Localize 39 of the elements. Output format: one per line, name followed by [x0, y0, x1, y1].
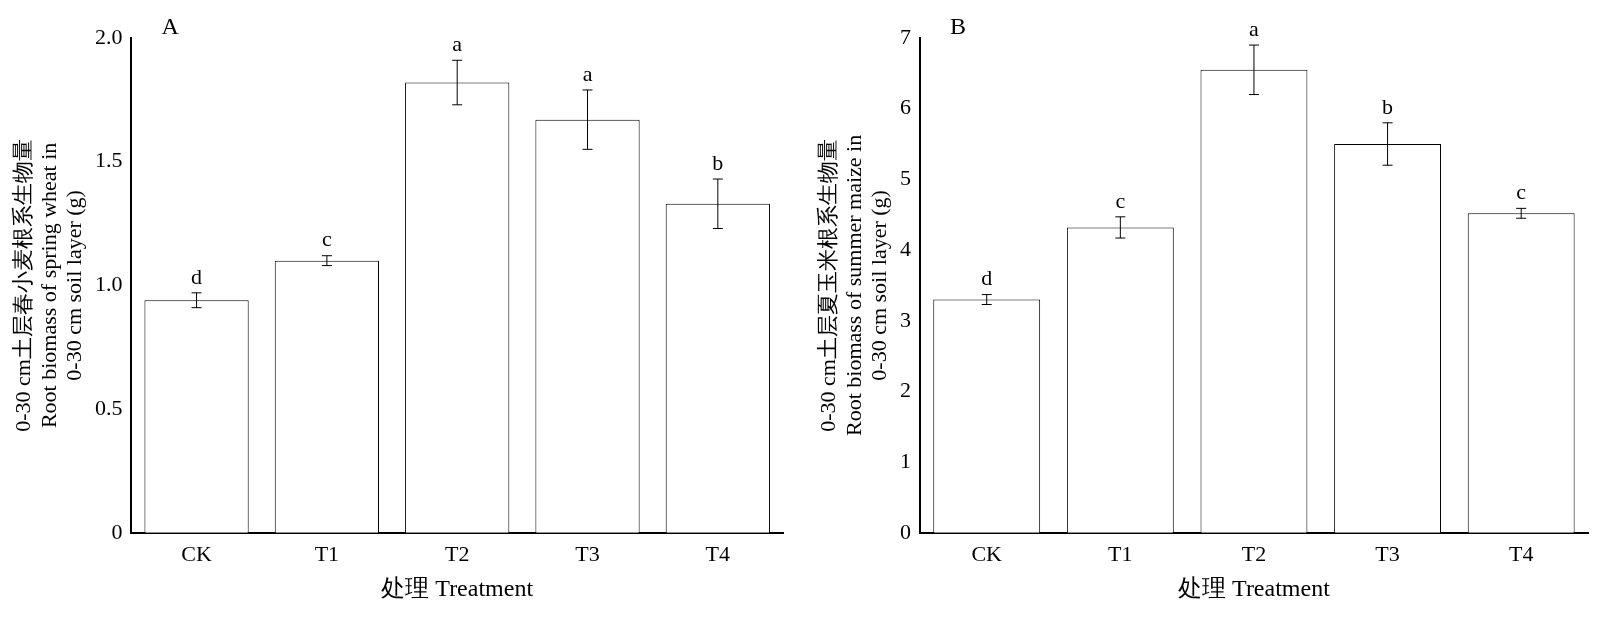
y-tick-label: 1	[899, 447, 911, 473]
y-tick-label: 2	[899, 377, 911, 403]
y-tick-label: 0.5	[94, 394, 123, 420]
y-tick-label: 7	[899, 23, 911, 49]
annotation: c	[1115, 187, 1126, 213]
chart-title: A	[161, 13, 180, 40]
x-tick-label: CK	[181, 540, 212, 566]
x-axis-title: 处理 Treatment	[381, 574, 534, 601]
annotation: c	[322, 226, 332, 252]
y-tick-label: 4	[899, 235, 911, 261]
annotation: c	[1516, 179, 1527, 205]
annotation: d	[191, 263, 203, 289]
annotation: d	[981, 265, 993, 291]
x-tick-label: T3	[1375, 540, 1400, 566]
y-axis-title: 0-30 cm土层夏玉米根系生物量 Root biomass of summer maize in 0-30 cm soil layer (g)	[815, 134, 892, 437]
x-tick-label: T3	[575, 540, 600, 566]
y-axis-title: 0-30 cm土层春小麦根系生物量 Root biomass of spring wheat in 0-30 cm soil layer (g)	[10, 139, 87, 432]
y-tick-label: 6	[899, 94, 911, 120]
y-tick-label: 0	[111, 518, 123, 544]
annotation: b	[1382, 93, 1394, 119]
annotation: a	[582, 60, 593, 86]
annotation: a	[1249, 15, 1260, 41]
x-tick-label: T4	[1508, 540, 1534, 566]
x-tick-label: T1	[1108, 540, 1133, 566]
x-tick-label: T4	[705, 540, 731, 566]
x-tick-label: T2	[444, 540, 470, 566]
annotation: b	[712, 149, 724, 175]
x-axis-title: 处理 Treatment	[1178, 574, 1331, 601]
x-tick-label: CK	[971, 540, 1003, 566]
y-tick-label: 1.0	[94, 271, 123, 297]
chart-title: B	[949, 13, 966, 40]
y-tick-label: 3	[899, 306, 911, 332]
annotation: a	[452, 31, 463, 57]
y-tick-label: 0	[899, 518, 911, 544]
x-tick-label: T2	[1241, 540, 1267, 566]
y-tick-label: 5	[899, 165, 911, 191]
y-tick-label: 1.5	[94, 147, 123, 173]
x-tick-label: T1	[314, 540, 340, 566]
y-tick-label: 2.0	[94, 23, 123, 49]
